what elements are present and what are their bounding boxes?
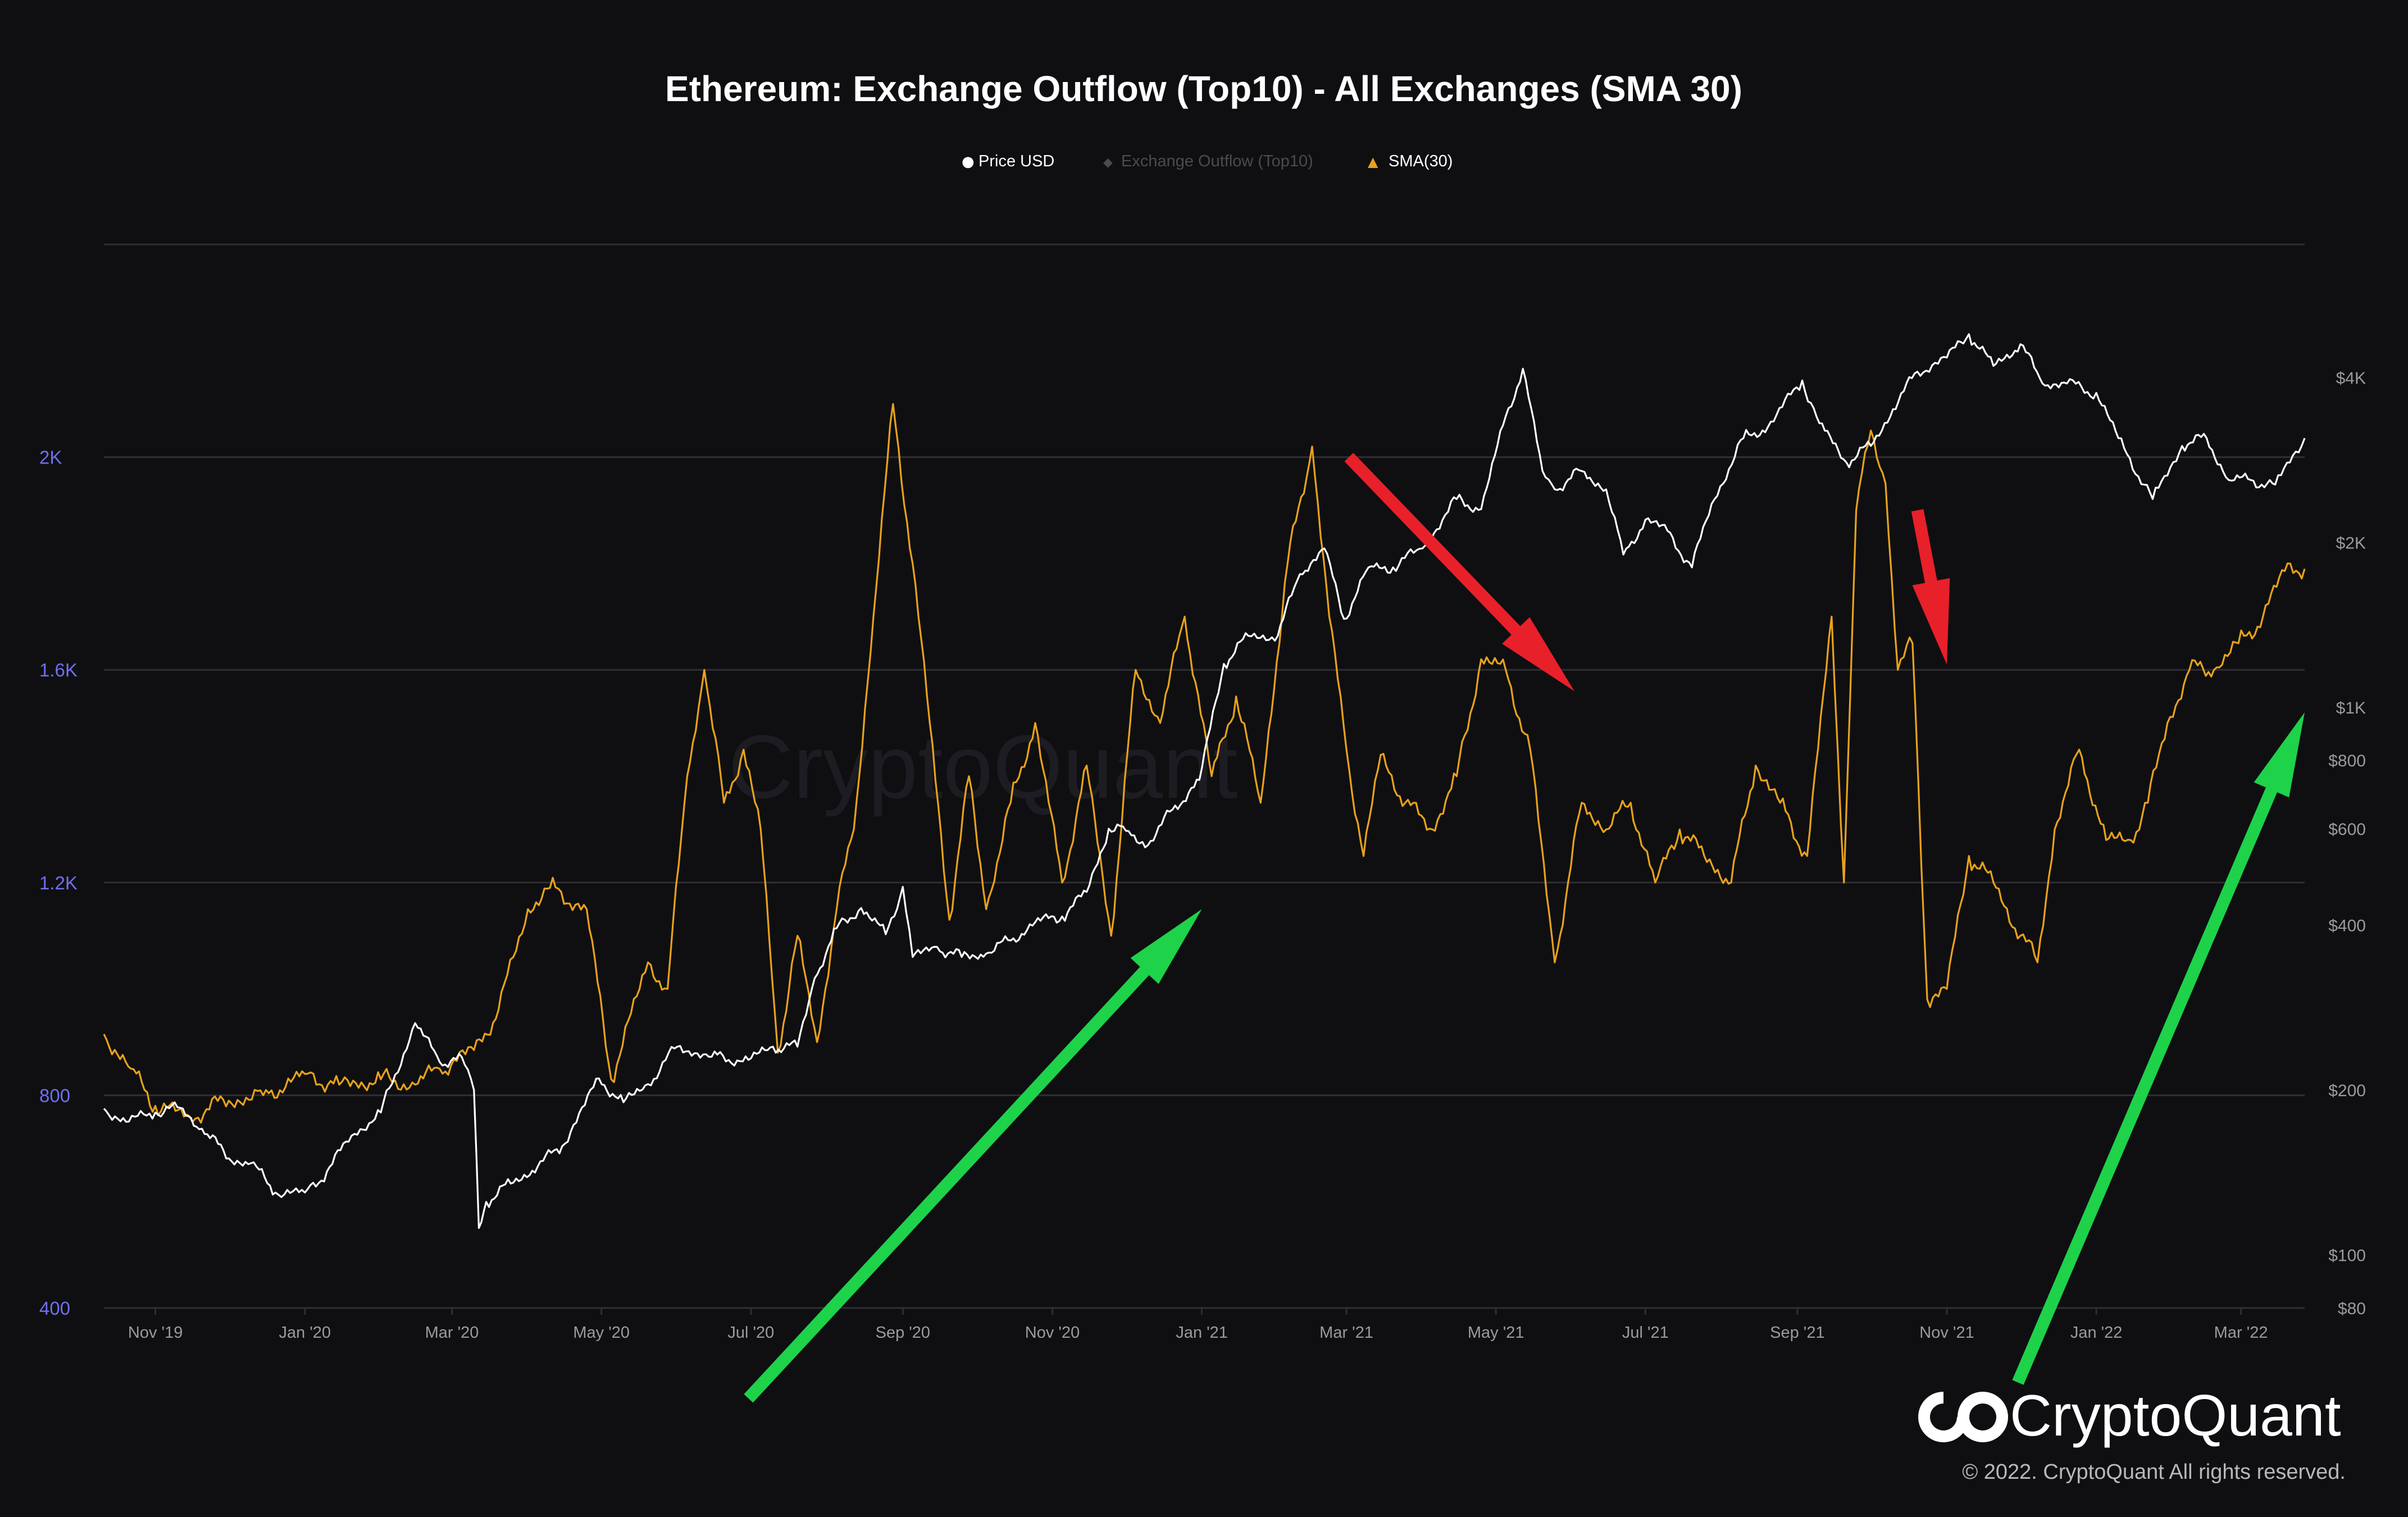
legend-item-price[interactable]: ● Price USD — [962, 152, 1054, 170]
cryptoquant-logo-text: CryptoQuant — [2010, 1383, 2341, 1448]
x-tick-label-2: Mar '20 — [425, 1324, 479, 1342]
legend-marker-outflow: ◆ — [1103, 156, 1113, 170]
annotation-arrows — [744, 453, 2305, 1403]
legend-item-outflow[interactable]: ◆ Exchange Outflow (Top10) — [1103, 152, 1313, 170]
right-tick-label-4: $600 — [2328, 820, 2366, 839]
left-tick-label-0: 400 — [39, 1298, 70, 1319]
x-tick-label-10: Jul '21 — [1622, 1324, 1669, 1342]
legend-label-outflow: Exchange Outflow (Top10) — [1121, 152, 1313, 170]
x-tick-label-4: Jul '20 — [727, 1324, 774, 1342]
red-arrow-1 — [1344, 453, 1574, 692]
legend-label-price: Price USD — [978, 152, 1054, 170]
x-axis: Nov '19 Jan '20 Mar '20 May '20 Jul '20 Sep '… — [128, 1308, 2268, 1342]
left-tick-label-4: 2K — [39, 447, 62, 468]
x-tick-label-3: May '20 — [573, 1324, 630, 1342]
cryptoquant-logo-icon — [1918, 1392, 2008, 1442]
grid — [104, 243, 2305, 1309]
legend-marker-sma: ▲ — [1368, 154, 1378, 170]
right-axis: $80 $100 $200 $400 $600 $800 $1K $2K $4K — [2328, 369, 2366, 1318]
left-tick-label-2: 1.2K — [39, 873, 78, 893]
x-tick-label-14: Mar '22 — [2214, 1324, 2268, 1342]
legend-label-sma: SMA(30) — [1389, 152, 1453, 170]
left-tick-label-1: 800 — [39, 1085, 70, 1106]
right-tick-label-1: $100 — [2328, 1247, 2366, 1265]
x-tick-label-1: Jan '20 — [279, 1324, 331, 1342]
price-line — [103, 333, 2306, 1229]
green-arrow-0 — [744, 909, 1202, 1403]
cryptoquant-logo: CryptoQuant © 2022. CryptoQuant All righ… — [1918, 1383, 2346, 1484]
x-tick-label-7: Jan '21 — [1176, 1324, 1228, 1342]
x-tick-label-8: Mar '21 — [1319, 1324, 1373, 1342]
x-tick-label-11: Sep '21 — [1770, 1324, 1824, 1342]
legend-marker-price: ● — [962, 153, 975, 170]
right-tick-label-3: $400 — [2328, 917, 2366, 935]
x-tick-label-13: Jan '22 — [2070, 1324, 2123, 1342]
green-arrow-3 — [2012, 712, 2305, 1385]
price-series — [103, 333, 2306, 1229]
right-tick-label-5: $800 — [2328, 752, 2366, 770]
sma-series — [103, 403, 2306, 1124]
legend: ● Price USD ◆ Exchange Outflow (Top10) ▲… — [962, 152, 1453, 170]
sma-line — [103, 403, 2306, 1124]
right-tick-label-7: $2K — [2336, 534, 2366, 552]
right-tick-label-0: $80 — [2338, 1300, 2366, 1318]
x-tick-label-9: May '21 — [1468, 1324, 1524, 1342]
x-tick-label-12: Nov '21 — [1919, 1324, 1974, 1342]
chart-title: Ethereum: Exchange Outflow (Top10) - All… — [665, 69, 1742, 109]
red-arrow-2 — [1911, 509, 1950, 665]
x-tick-label-5: Sep '20 — [876, 1324, 930, 1342]
right-tick-label-8: $4K — [2336, 369, 2366, 388]
right-tick-label-6: $1K — [2336, 699, 2366, 717]
watermark: CryptoQuant — [728, 716, 1237, 817]
left-axis: 400 800 1.2K 1.6K 2K — [39, 447, 78, 1319]
legend-item-sma[interactable]: ▲ SMA(30) — [1368, 152, 1453, 170]
x-tick-label-0: Nov '19 — [128, 1324, 183, 1342]
right-tick-label-2: $200 — [2328, 1082, 2366, 1100]
left-tick-label-3: 1.6K — [39, 660, 78, 680]
copyright-text: © 2022. CryptoQuant All rights reserved. — [1962, 1460, 2346, 1484]
x-tick-label-6: Nov '20 — [1025, 1324, 1080, 1342]
